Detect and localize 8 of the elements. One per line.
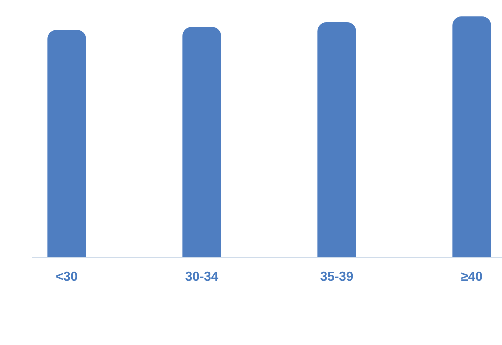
bar	[452, 16, 492, 258]
bar	[182, 27, 222, 258]
x-tick-label: <30	[56, 268, 78, 284]
bar	[318, 22, 356, 258]
x-tick-label: ≥40	[461, 268, 483, 284]
x-tick-label: 35-39	[320, 268, 354, 284]
bar	[48, 30, 86, 258]
x-tick-label: 30-34	[185, 268, 220, 284]
